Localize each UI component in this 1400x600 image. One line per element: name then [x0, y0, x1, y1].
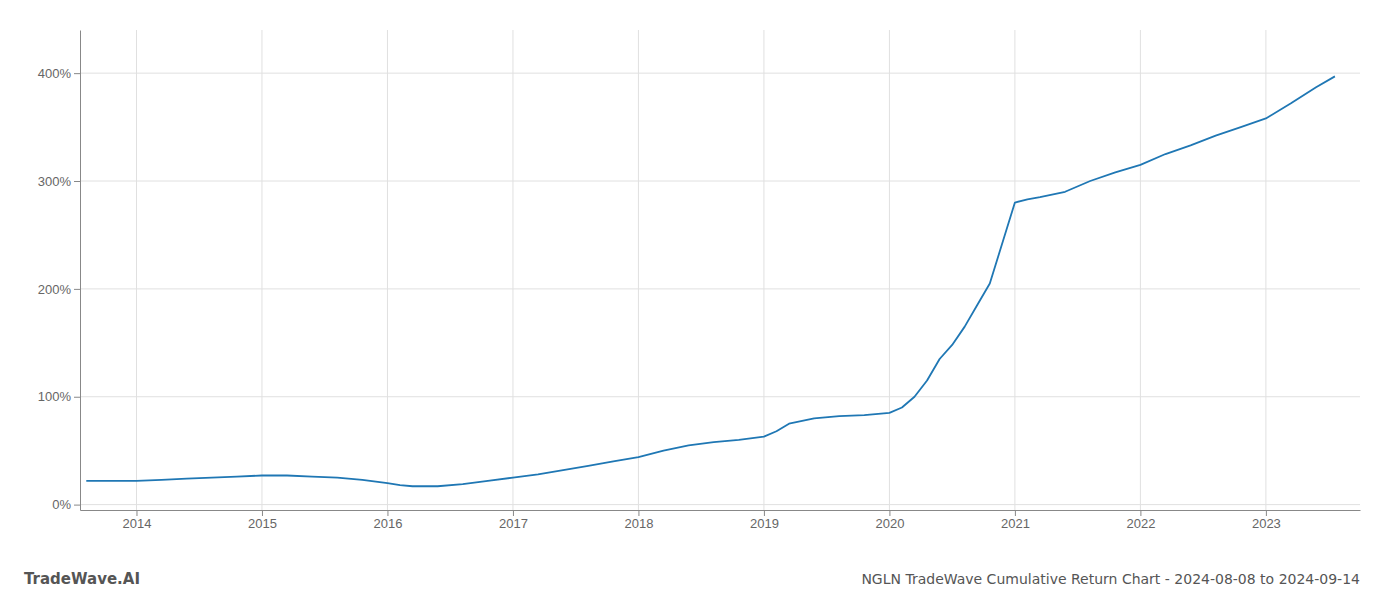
grid-line	[136, 30, 137, 510]
plot-area	[86, 76, 1335, 486]
grid-line	[889, 30, 890, 510]
tick-mark	[74, 73, 80, 74]
tick: 2017	[499, 510, 528, 531]
tick-label: 100%	[38, 389, 72, 404]
tick-mark	[1140, 510, 1141, 516]
grid-line	[80, 396, 1360, 397]
tick: 2018	[624, 510, 653, 531]
tick: 2022	[1126, 510, 1155, 531]
tick: 400%	[38, 66, 80, 81]
tick: 100%	[38, 389, 80, 404]
tick: 2014	[123, 510, 152, 531]
y-axis: 0% 100% 200% 300% 400%	[38, 31, 81, 513]
tick-label: 300%	[38, 174, 72, 189]
tick-mark	[262, 510, 263, 516]
grid-line	[638, 30, 639, 510]
tick-label: 2014	[123, 516, 152, 531]
grid-line	[80, 73, 1360, 74]
axis-line	[81, 510, 1361, 511]
tick: 0%	[52, 497, 80, 512]
tick-mark	[387, 510, 388, 516]
title: NGLN TradeWave Cumulative Return Chart -…	[861, 571, 1360, 587]
tick-mark	[136, 510, 137, 516]
tick-mark	[1015, 510, 1016, 516]
tick-mark	[889, 510, 890, 516]
tick-label: 2017	[499, 516, 528, 531]
tick-label: 2022	[1126, 516, 1155, 531]
tick: 2019	[750, 510, 779, 531]
x-axis: 2014 2015 2016 2017 2018 2019 2020 2021 2022 2023	[81, 510, 1361, 531]
tick-mark	[764, 510, 765, 516]
tick-label: 2019	[750, 516, 779, 531]
grid-line	[1140, 30, 1141, 510]
tick-mark	[74, 289, 80, 290]
grid-line	[80, 288, 1360, 289]
grid	[80, 30, 1360, 510]
tick-mark	[74, 181, 80, 182]
chart: 2014 2015 2016 2017 2018 2019 2020 2021 2022 2023…	[0, 0, 1400, 600]
tick-mark	[1266, 510, 1267, 516]
grid-line	[1014, 30, 1015, 510]
grid-line	[80, 181, 1360, 182]
tick-label: 2021	[1001, 516, 1030, 531]
tick: 2016	[373, 510, 402, 531]
grid-line	[763, 30, 764, 510]
tick: 300%	[38, 174, 80, 189]
tick-mark	[74, 505, 80, 506]
axis-line	[80, 31, 81, 511]
tick-label: 400%	[38, 66, 72, 81]
tick-label: 2020	[875, 516, 904, 531]
tick-mark	[638, 510, 639, 516]
grid-line	[1265, 30, 1266, 510]
tick-label: 200%	[38, 282, 72, 297]
tick: 200%	[38, 282, 80, 297]
tick-label: 0%	[52, 497, 71, 512]
tick-label: 2023	[1252, 516, 1281, 531]
annotation: TradeWave.AI	[24, 570, 140, 588]
tick-label: 2016	[373, 516, 402, 531]
tick: 2015	[248, 510, 277, 531]
line	[86, 76, 1335, 486]
grid-line	[261, 30, 262, 510]
tick-label: 2018	[624, 516, 653, 531]
grid-line	[387, 30, 388, 510]
grid-line	[512, 30, 513, 510]
grid-line	[80, 504, 1360, 505]
tick: 2020	[875, 510, 904, 531]
tick-mark	[74, 397, 80, 398]
tick-label: 2015	[248, 516, 277, 531]
tick-mark	[513, 510, 514, 516]
tick: 2023	[1252, 510, 1281, 531]
tick: 2021	[1001, 510, 1030, 531]
